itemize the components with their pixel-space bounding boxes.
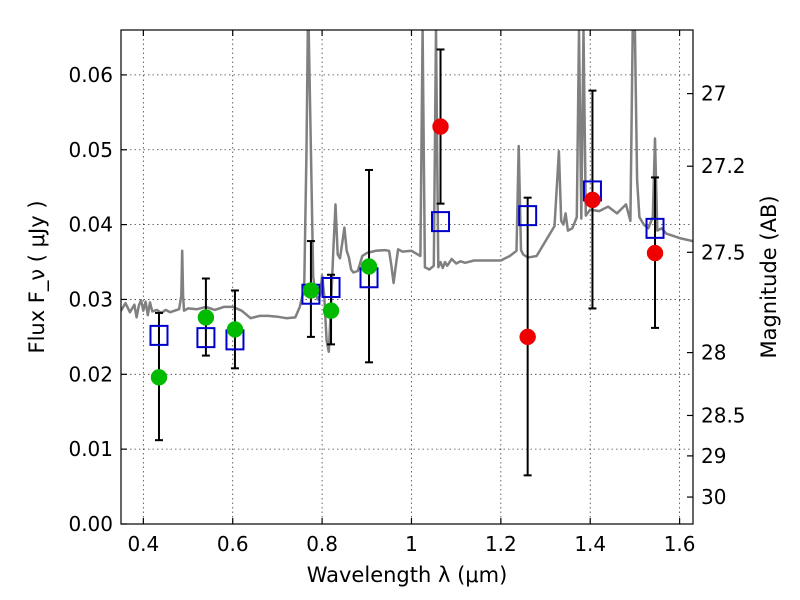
x-tick-label: 1.4: [574, 532, 606, 556]
green-data-point: [322, 302, 340, 319]
grid: [121, 30, 693, 525]
x-axis-label: Wavelength λ (μm): [307, 563, 508, 587]
x-tick-label: 0.8: [306, 532, 338, 556]
red-data-point: [646, 244, 664, 262]
green-data-point: [150, 369, 168, 386]
x-tick-label: 1: [405, 532, 418, 556]
model-square-point: [645, 217, 665, 239]
y-tick-label: 0.06: [68, 63, 113, 87]
green-data-point: [360, 258, 378, 275]
model-square-point: [321, 276, 341, 298]
right-tick-label: 27.2: [701, 154, 746, 178]
model-square-point: [196, 327, 216, 349]
x-tick-label: 1.2: [485, 532, 517, 556]
axis-ticks: 0.4 0.6 0.8 1 1.2 1.4 1.6 0.00 0.01 0.02 0.03 0.04 0…: [68, 30, 746, 556]
right-tick-label: 28.5: [701, 403, 746, 427]
model-square-point: [431, 211, 451, 233]
right-tick-label: 27: [701, 82, 726, 106]
right-tick-label: 28: [701, 341, 726, 365]
right-tick-label: 29: [701, 444, 726, 468]
green-data-point: [226, 321, 244, 338]
y-axis-label-left: Flux F_ν ( μJy ): [25, 200, 50, 353]
model-square-point: [518, 205, 538, 227]
y-tick-label: 0.05: [68, 138, 113, 162]
spectrum-line: [121, 30, 693, 354]
spectrum-layer: [121, 30, 693, 354]
x-tick-label: 0.4: [127, 532, 159, 556]
y-tick-label: 0.01: [68, 437, 113, 461]
green-data-point: [302, 282, 320, 299]
y-tick-label: 0.03: [68, 287, 113, 311]
y-tick-label: 0.04: [68, 213, 113, 237]
red-data-point: [519, 328, 536, 346]
right-tick-label: 30: [701, 485, 726, 509]
green-data-point: [197, 309, 215, 326]
x-tick-label: 0.6: [217, 532, 249, 556]
x-tick-label: 1.6: [664, 532, 696, 556]
data-markers: [149, 118, 665, 386]
red-data-point: [432, 118, 449, 135]
red-data-point: [584, 191, 601, 209]
y-axis-label-right: Magnitude (AB): [757, 195, 781, 358]
right-tick-label: 27.5: [701, 240, 746, 264]
plot-frame: [120, 29, 694, 525]
y-tick-label: 0.00: [68, 512, 113, 536]
y-tick-label: 0.02: [68, 362, 113, 386]
model-square-point: [149, 324, 169, 346]
